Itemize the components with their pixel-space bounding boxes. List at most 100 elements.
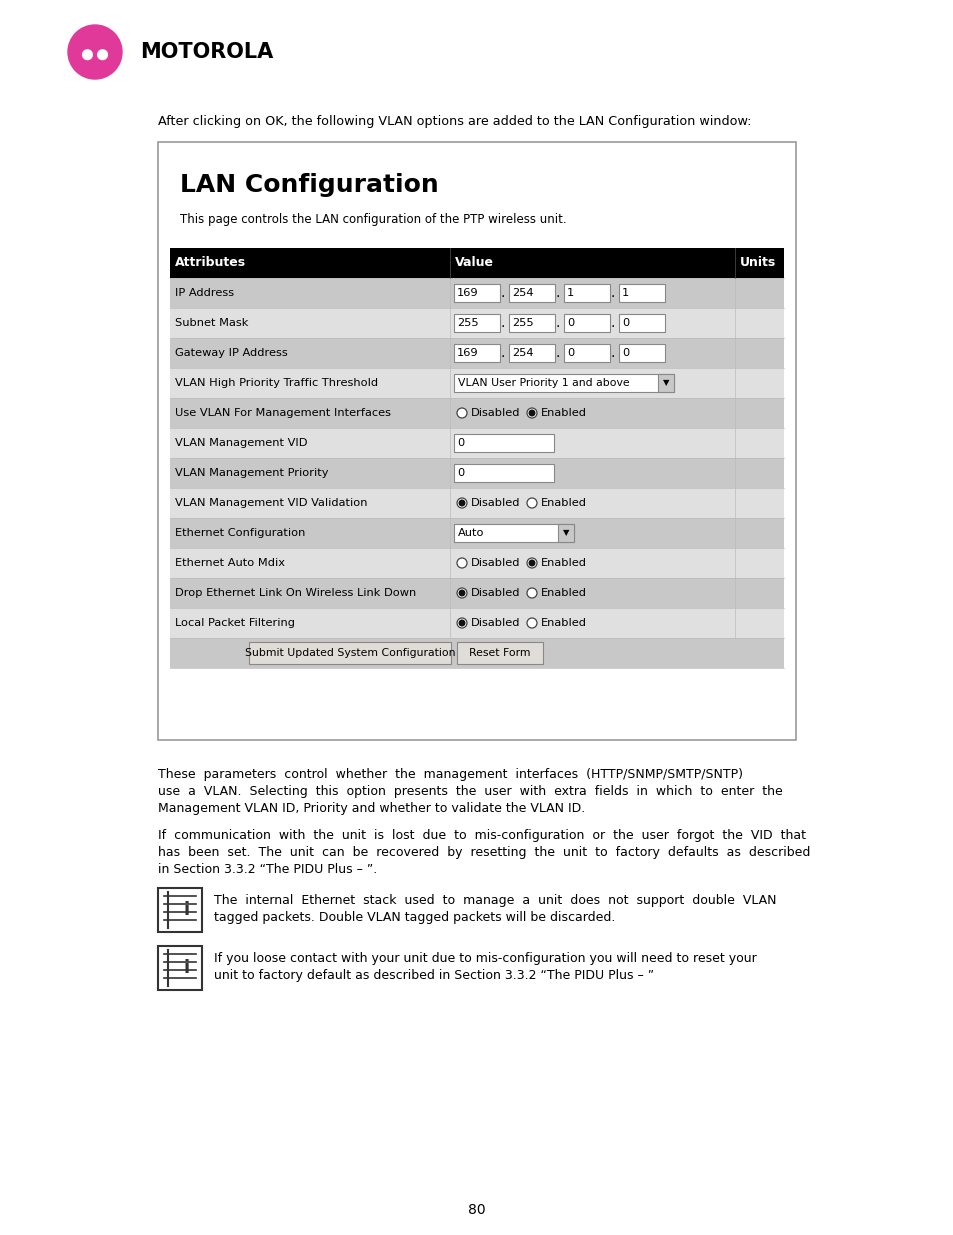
FancyBboxPatch shape [454,464,554,482]
FancyBboxPatch shape [509,314,555,332]
Text: 255: 255 [512,317,533,329]
Text: unit to factory default as described in Section 3.3.2 “The PIDU Plus – ”: unit to factory default as described in … [213,969,654,982]
Text: Disabled: Disabled [471,498,520,508]
Circle shape [456,408,467,417]
FancyBboxPatch shape [158,142,795,740]
Text: Units: Units [740,257,776,269]
Text: MOTOROLA: MOTOROLA [140,42,273,62]
Text: use  a  VLAN.  Selecting  this  option  presents  the  user  with  extra  fields: use a VLAN. Selecting this option presen… [158,785,781,798]
Text: Auto: Auto [457,529,484,538]
Text: Local Packet Filtering: Local Packet Filtering [174,618,294,629]
Text: Attributes: Attributes [174,257,246,269]
Text: 255: 255 [456,317,478,329]
Text: Subnet Mask: Subnet Mask [174,317,248,329]
Text: has  been  set.  The  unit  can  be  recovered  by  resetting  the  unit  to  fa: has been set. The unit can be recovered … [158,846,809,860]
Text: 0: 0 [456,438,464,448]
FancyBboxPatch shape [563,314,609,332]
Text: After clicking on OK, the following VLAN options are added to the LAN Configurat: After clicking on OK, the following VLAN… [158,115,751,128]
Text: Gateway IP Address: Gateway IP Address [174,348,288,358]
Circle shape [456,498,467,508]
Text: Submit Updated System Configuration: Submit Updated System Configuration [245,648,455,658]
Text: Drop Ethernet Link On Wireless Link Down: Drop Ethernet Link On Wireless Link Down [174,588,416,598]
FancyBboxPatch shape [454,284,499,303]
Text: .: . [556,346,559,359]
Circle shape [97,49,108,59]
Text: .: . [500,316,505,330]
FancyBboxPatch shape [618,314,664,332]
Circle shape [526,618,537,629]
Text: VLAN User Priority 1 and above: VLAN User Priority 1 and above [457,378,629,388]
Circle shape [526,588,537,598]
Circle shape [526,558,537,568]
FancyBboxPatch shape [158,888,202,932]
Text: .: . [610,316,615,330]
Text: If  communication  with  the  unit  is  lost  due  to  mis-configuration  or  th: If communication with the unit is lost d… [158,829,805,842]
Text: Disabled: Disabled [471,618,520,629]
Text: Enabled: Enabled [540,618,586,629]
Text: VLAN High Priority Traffic Threshold: VLAN High Priority Traffic Threshold [174,378,377,388]
FancyBboxPatch shape [454,433,554,452]
Text: 254: 254 [512,348,533,358]
FancyBboxPatch shape [170,429,783,458]
Text: 1: 1 [621,288,629,298]
Text: 0: 0 [566,348,574,358]
Circle shape [68,25,122,79]
Text: .: . [556,316,559,330]
Circle shape [526,408,537,417]
Text: Enabled: Enabled [540,588,586,598]
FancyBboxPatch shape [454,374,673,391]
FancyBboxPatch shape [170,517,783,548]
FancyBboxPatch shape [170,398,783,429]
Circle shape [83,49,92,59]
Text: Disabled: Disabled [471,408,520,417]
FancyBboxPatch shape [170,638,783,668]
Text: Ethernet Configuration: Ethernet Configuration [174,529,305,538]
Text: 169: 169 [456,288,478,298]
Text: VLAN Management VID Validation: VLAN Management VID Validation [174,498,367,508]
Text: 0: 0 [566,317,574,329]
FancyBboxPatch shape [454,314,499,332]
Circle shape [95,47,110,62]
FancyBboxPatch shape [563,345,609,362]
Text: 169: 169 [456,348,478,358]
Text: 0: 0 [621,317,629,329]
Text: Ethernet Auto Mdix: Ethernet Auto Mdix [174,558,285,568]
Text: IP Address: IP Address [174,288,233,298]
Text: in Section 3.3.2 “The PIDU Plus – ”.: in Section 3.3.2 “The PIDU Plus – ”. [158,863,376,876]
Circle shape [526,498,537,508]
FancyBboxPatch shape [170,248,783,278]
FancyBboxPatch shape [170,458,783,488]
FancyBboxPatch shape [76,52,113,70]
Text: .: . [500,287,505,300]
Text: 1: 1 [566,288,574,298]
Text: Disabled: Disabled [471,588,520,598]
Text: These  parameters  control  whether  the  management  interfaces  (HTTP/SNMP/SMT: These parameters control whether the man… [158,768,742,781]
Text: tagged packets. Double VLAN tagged packets will be discarded.: tagged packets. Double VLAN tagged packe… [213,911,615,924]
Text: Enabled: Enabled [540,408,586,417]
Text: LAN Configuration: LAN Configuration [180,173,438,198]
Text: VLAN Management Priority: VLAN Management Priority [174,468,328,478]
Circle shape [456,588,467,598]
FancyBboxPatch shape [170,608,783,638]
Circle shape [529,561,535,566]
FancyBboxPatch shape [170,488,783,517]
Text: Enabled: Enabled [540,558,586,568]
Circle shape [456,618,467,629]
Circle shape [458,590,464,595]
Text: ▼: ▼ [562,529,569,537]
Text: 80: 80 [468,1203,485,1216]
Text: The  internal  Ethernet  stack  used  to  manage  a  unit  does  not  support  d: The internal Ethernet stack used to mana… [213,894,776,906]
FancyBboxPatch shape [170,578,783,608]
Text: Disabled: Disabled [471,558,520,568]
FancyBboxPatch shape [170,368,783,398]
FancyBboxPatch shape [456,642,542,664]
Text: 0: 0 [621,348,629,358]
FancyBboxPatch shape [454,524,574,542]
FancyBboxPatch shape [618,345,664,362]
FancyBboxPatch shape [509,284,555,303]
Text: This page controls the LAN configuration of the PTP wireless unit.: This page controls the LAN configuration… [180,214,566,226]
Text: i: i [183,902,190,919]
Text: ▼: ▼ [662,378,669,388]
Circle shape [529,410,535,416]
Text: 0: 0 [456,468,464,478]
